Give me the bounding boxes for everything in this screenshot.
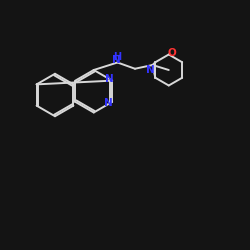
Text: H: H bbox=[114, 52, 122, 62]
Text: N: N bbox=[105, 74, 114, 85]
Text: O: O bbox=[168, 48, 176, 58]
Text: N: N bbox=[104, 98, 113, 108]
Text: N: N bbox=[112, 55, 120, 65]
Text: N: N bbox=[146, 65, 155, 75]
